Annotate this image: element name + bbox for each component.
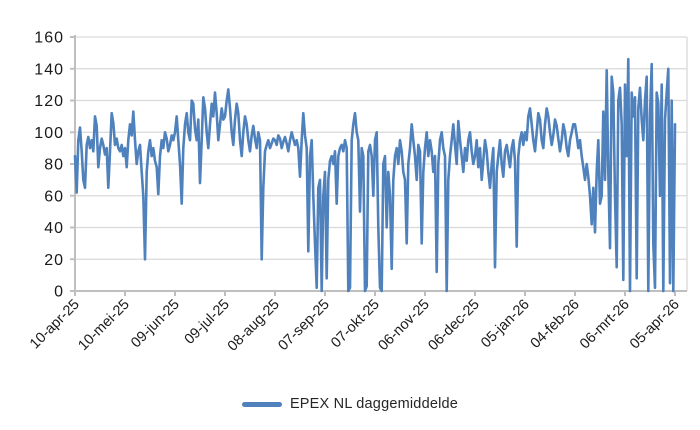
y-axis-label: 80	[44, 157, 64, 174]
x-axis-label: 05-jan-26	[478, 297, 533, 352]
y-axis-label: 20	[44, 252, 64, 269]
x-axis-label: 09-jun-25	[128, 297, 183, 352]
y-axis-label: 120	[34, 93, 64, 110]
x-axis-label: 09-jul-25	[182, 297, 233, 348]
y-axis-label: 40	[44, 220, 64, 237]
y-axis-label: 140	[34, 61, 64, 78]
x-axis-label: 07-sep-25	[275, 297, 332, 354]
legend-line-swatch	[241, 401, 282, 407]
legend: EPEX NL daggemiddelde	[0, 396, 700, 412]
x-axis-label: 04-feb-26	[528, 297, 583, 352]
legend-label: EPEX NL daggemiddelde	[289, 396, 459, 412]
x-axis-label: 10-mei-25	[75, 297, 132, 354]
x-axis-label: 06-nov-25	[375, 297, 432, 354]
y-axis-label: 160	[34, 30, 64, 47]
y-axis-label: 60	[44, 188, 64, 205]
y-axis-label: 0	[54, 284, 64, 301]
x-axis-label: 06-dec-25	[425, 297, 482, 354]
x-axis-label: 06-mrt-26	[577, 297, 633, 353]
x-axis-label: 10-apr-25	[27, 297, 83, 353]
y-axis-label: 100	[34, 125, 64, 142]
x-axis-label: 05-apr-26	[627, 297, 683, 353]
series-epex-nl-line	[73, 57, 677, 293]
x-axis-label: 08-aug-25	[225, 297, 283, 355]
